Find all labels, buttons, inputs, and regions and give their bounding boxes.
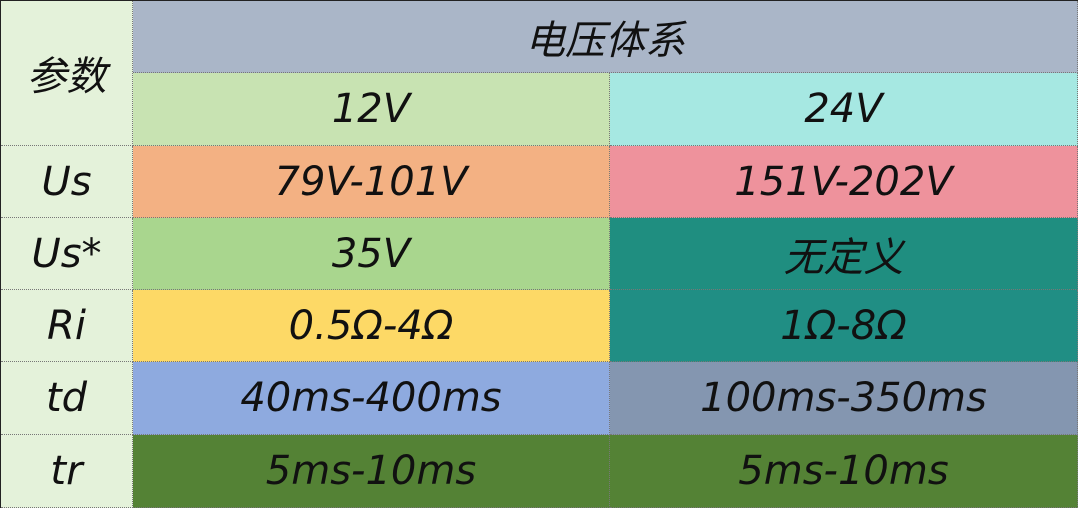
value-cell-v24: 100ms-350ms xyxy=(610,362,1078,435)
value-text: 5ms-10ms xyxy=(738,448,949,494)
value-text: 79V-101V xyxy=(274,158,468,205)
header-24v-label: 24V xyxy=(804,86,883,132)
param-cell: Us xyxy=(1,146,133,218)
value-text: 1Ω-8Ω xyxy=(780,302,907,349)
header-24v: 24V xyxy=(610,73,1078,146)
param-header: 参数 xyxy=(1,1,133,146)
value-text: 无定义 xyxy=(783,234,904,281)
param-cell: Us* xyxy=(1,218,133,290)
value-cell-v12: 79V-101V xyxy=(133,146,610,218)
header-12v-label: 12V xyxy=(331,86,411,132)
param-cell: tr xyxy=(1,435,133,508)
value-text: 0.5Ω-4Ω xyxy=(288,302,454,349)
param-cell: td xyxy=(1,362,133,435)
param-label: Us xyxy=(41,158,92,205)
value-cell-v12: 40ms-400ms xyxy=(133,362,610,435)
value-cell-v12: 0.5Ω-4Ω xyxy=(133,290,610,362)
value-cell-v24: 151V-202V xyxy=(610,146,1078,218)
value-cell-v12: 35V xyxy=(133,218,610,290)
param-label: Us* xyxy=(31,230,102,277)
param-label: tr xyxy=(50,448,83,494)
voltage-system-header: 电压体系 xyxy=(133,1,1078,73)
value-text: 40ms-400ms xyxy=(240,375,502,421)
value-cell-v24: 5ms-10ms xyxy=(610,435,1078,508)
value-cell-v24: 无定义 xyxy=(610,218,1078,290)
voltage-system-label: 电压体系 xyxy=(525,17,685,64)
param-label: td xyxy=(45,375,88,421)
value-text: 100ms-350ms xyxy=(700,375,987,421)
param-header-label: 参数 xyxy=(26,54,107,100)
param-cell: Ri xyxy=(1,290,133,362)
value-text: 5ms-10ms xyxy=(265,448,477,494)
header-12v: 12V xyxy=(133,73,610,146)
value-text: 35V xyxy=(331,230,411,277)
value-cell-v24: 1Ω-8Ω xyxy=(610,290,1078,362)
value-text: 151V-202V xyxy=(734,158,953,205)
value-cell-v12: 5ms-10ms xyxy=(133,435,610,508)
param-label: Ri xyxy=(47,302,86,349)
